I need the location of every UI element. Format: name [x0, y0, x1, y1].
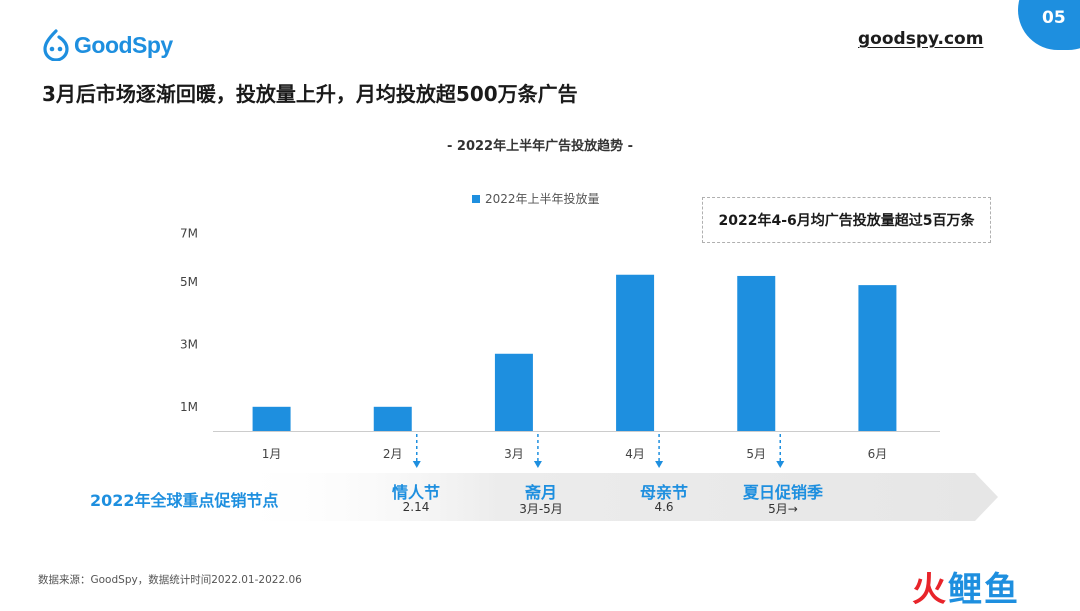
- watermark-rest: 鲤鱼: [948, 570, 1020, 610]
- data-source: 数据来源：GoodSpy，数据统计时间2022.01-2022.06: [38, 574, 302, 586]
- page-headline: 3月后市场逐渐回暖，投放量上升，月均投放超500万条广告: [42, 82, 578, 106]
- bar-2: [373, 406, 412, 431]
- promotion-date-valentines: 2.14: [402, 500, 430, 514]
- bar-3: [494, 353, 533, 431]
- page-number: 05: [1042, 8, 1066, 28]
- watermark-logo: 火鲤鱼: [912, 562, 1020, 611]
- legend-label: 2022年上半年投放量: [485, 192, 600, 206]
- promotion-name-ramadan: 斋月: [524, 483, 557, 502]
- y-tick-label: 7M: [180, 227, 198, 241]
- callout-box: 2022年4-6月均广告投放量超过5百万条: [702, 197, 991, 243]
- logo-text: GoodSpy: [74, 31, 173, 58]
- promotion-name-summer-sale: 夏日促销季: [742, 483, 823, 502]
- promotion-date-summer-sale: 5月→: [768, 502, 798, 516]
- promotion-date-mothers-day: 4.6: [654, 500, 674, 514]
- legend-swatch: [472, 194, 480, 203]
- promotion-marker-arrow: [533, 461, 542, 468]
- chart-title: - 2022年上半年广告投放趋势 -: [446, 139, 634, 154]
- x-tick-label: 6月: [868, 447, 888, 461]
- watermark-first-char: 火: [912, 570, 948, 610]
- bar-4: [616, 274, 655, 431]
- promotion-marker-arrow: [776, 461, 785, 468]
- promotion-marker-arrow: [412, 461, 421, 468]
- bar-1: [252, 406, 291, 431]
- promotion-date-ramadan: 3月-5月: [519, 502, 563, 516]
- bar-5: [737, 275, 776, 431]
- promotion-name-valentines: 情人节: [391, 483, 440, 502]
- site-link[interactable]: goodspy.com: [858, 29, 984, 49]
- x-tick-label: 4月: [625, 447, 645, 461]
- y-tick-label: 5M: [180, 275, 198, 289]
- bar-6: [858, 285, 897, 431]
- x-tick-label: 2月: [383, 447, 403, 461]
- chart-legend: 2022年上半年投放量: [472, 190, 600, 207]
- promotion-name-mothers-day: 母亲节: [639, 483, 688, 502]
- x-tick-label: 5月: [746, 447, 766, 461]
- goodspy-logo-icon: [43, 29, 69, 61]
- promotion-marker-arrow: [655, 461, 664, 468]
- y-tick-label: 1M: [180, 400, 198, 414]
- x-tick-label: 1月: [262, 447, 282, 461]
- promotion-title: 2022年全球重点促销节点: [90, 491, 279, 510]
- x-tick-label: 3月: [504, 447, 524, 461]
- y-tick-label: 3M: [180, 337, 198, 351]
- goodspy-logo: GoodSpy: [42, 29, 173, 61]
